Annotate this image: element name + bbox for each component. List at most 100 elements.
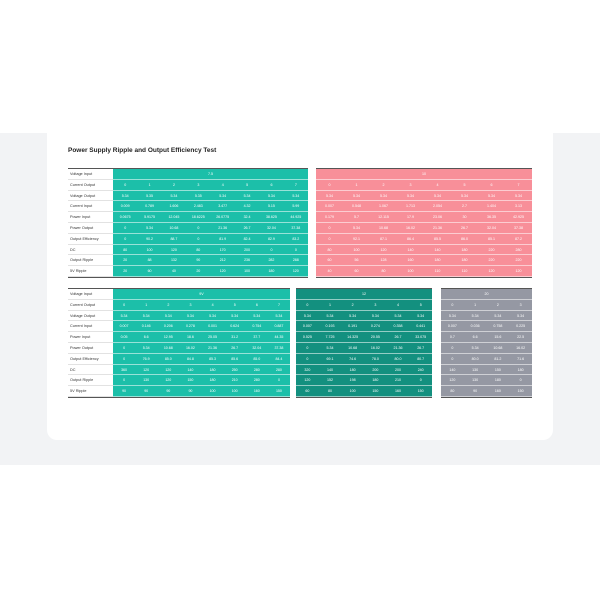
table-cell: 0 [328,182,331,187]
table-cell: 5.34 [326,345,334,350]
table-cell: 85.5 [434,236,441,241]
table-cell: 1.713 [406,204,415,209]
table-cell: 5.34 [349,313,357,318]
table-cell: 17.9 [407,215,414,220]
table-cell: 42.925 [513,215,524,220]
table-cell: 10.68 [163,345,173,350]
table-cell: 5.34 [448,313,456,318]
table-cell: 110 [461,269,468,274]
table-row: 0 90.2 88.7 0 81.9 82.4 82.9 83.2 [113,234,308,245]
table-cell: 3.477 [218,204,228,209]
table-row: 120 152 198 180 210 0 [296,375,432,387]
table-cell: 180 [372,378,379,383]
table-cell: 5 [233,302,236,307]
table-cell: 0.789 [145,204,155,209]
table-cell: 0 [451,356,454,361]
table-cell: 280 [253,367,260,372]
table-cell: 23.06 [433,215,442,220]
table-cell: 0 [124,225,127,230]
table-cell: 120 [304,378,311,383]
table-cell: 5.99 [292,204,300,209]
table-cell: 120 [170,247,177,252]
table-cell: 5.34 [275,313,283,318]
table-cell: 1 [355,182,358,187]
row-label: Current Output [68,300,113,311]
table-cell: 60 [147,269,152,274]
table-row: 0.0675 5.9175 12.045 18.6225 26.0775 32.4 38.6… [113,212,308,223]
table-row: 80 100 120 140 140 180 220 280 [316,245,532,256]
table-cell: 120 [515,269,522,274]
table-cell: 160 [253,389,260,394]
table-cell: 0 [124,182,127,187]
table-cell: 3 [189,302,192,307]
table-cell: 5.34 [353,225,360,230]
table-cell: 3 [519,302,522,307]
page-title: Power Supply Ripple and Output Efficienc… [68,147,217,154]
table-cell: 0.274 [370,324,380,329]
table-cell: 5.34 [494,313,502,318]
table-cell: 0.887 [274,324,284,329]
table-cell: 1 [148,182,151,187]
table-cell: 20 [196,269,201,274]
table-cell: 71.6 [517,356,525,361]
table-row: 0 1 2 3 4 5 6 7 [113,180,308,191]
table-cell: 20.55 [370,335,380,340]
table-cell: 100 [353,247,360,252]
table-cell: 0 [277,378,280,383]
table-cell: 5.34 [142,345,150,350]
table-cell: 38.625 [265,215,277,220]
table-cell: 150 [372,389,379,394]
table-cell: 140 [187,367,194,372]
row-label: Current Input [68,321,113,333]
table-cell: 100 [244,269,251,274]
table-cell: 2.7 [462,204,467,209]
row-labels: Voltage Input Current Output Voltage Outpu… [68,168,113,278]
table-cell: 6.6 [472,335,478,340]
table-cell: 5.7 [354,215,359,220]
table-cell: 90 [188,389,193,394]
table-cell: 150 [275,389,282,394]
row-label: Voltage Output [68,191,113,202]
row-label: 5V Ripple [68,386,113,397]
table-cell: 20 [123,269,128,274]
table-cell: 32.04 [252,345,262,350]
table-cell: 31.2 [231,335,239,340]
row-label: DC [68,365,113,376]
table-row: 0.009 0.789 1.606 2.483 3.477 4.32 5.15 5.99 [113,201,308,213]
table-cell: 170 [219,247,226,252]
table-cell: 22.5 [517,335,525,340]
row-label: Power Input [68,212,113,223]
table-cell: 32.4 [243,215,251,220]
table-cell: 180 [209,367,216,372]
table-cell: 220 [488,247,495,252]
table-cell: 5.34 [267,193,275,198]
table-cell: 26.7 [417,345,425,350]
table-cell: 12.115 [378,215,389,220]
group-header: 9V [199,292,204,296]
table-cell: 5 [463,182,466,187]
table-cell: 86.0 [461,236,468,241]
table-cell: 0 [123,302,126,307]
table-cell: 21.36 [218,225,228,230]
table-cell: 26.7 [394,335,402,340]
table-cell: 37.7 [253,335,261,340]
table-cell: 33.075 [415,335,427,340]
table-cell: 78.0 [371,356,379,361]
table-cell: 5.34 [471,345,479,350]
table-cell: 80.7 [417,356,425,361]
table-cell: 120 [219,269,226,274]
table-cell: 0 [419,378,422,383]
table-cell: 0.007 [325,204,334,209]
table-cell: 0.179 [325,215,334,220]
table-cell: 12.95 [163,335,173,340]
table-cell: 2 [351,302,354,307]
table-cell: 5.34 [292,193,300,198]
table-cell: 0 [519,378,522,383]
table-row: 0.05 6.6 12.95 18.6 25.05 31.2 37.7 44.35 [113,332,290,343]
table-cell: 150 [187,378,194,383]
table-cell: 5.34 [231,313,239,318]
table-row: 5.34 5.34 5.34 5.34 [441,311,532,322]
table-cell: 26.0775 [216,215,230,220]
table-cell: 5.34 [326,193,333,198]
table-cell: 0 [197,225,200,230]
